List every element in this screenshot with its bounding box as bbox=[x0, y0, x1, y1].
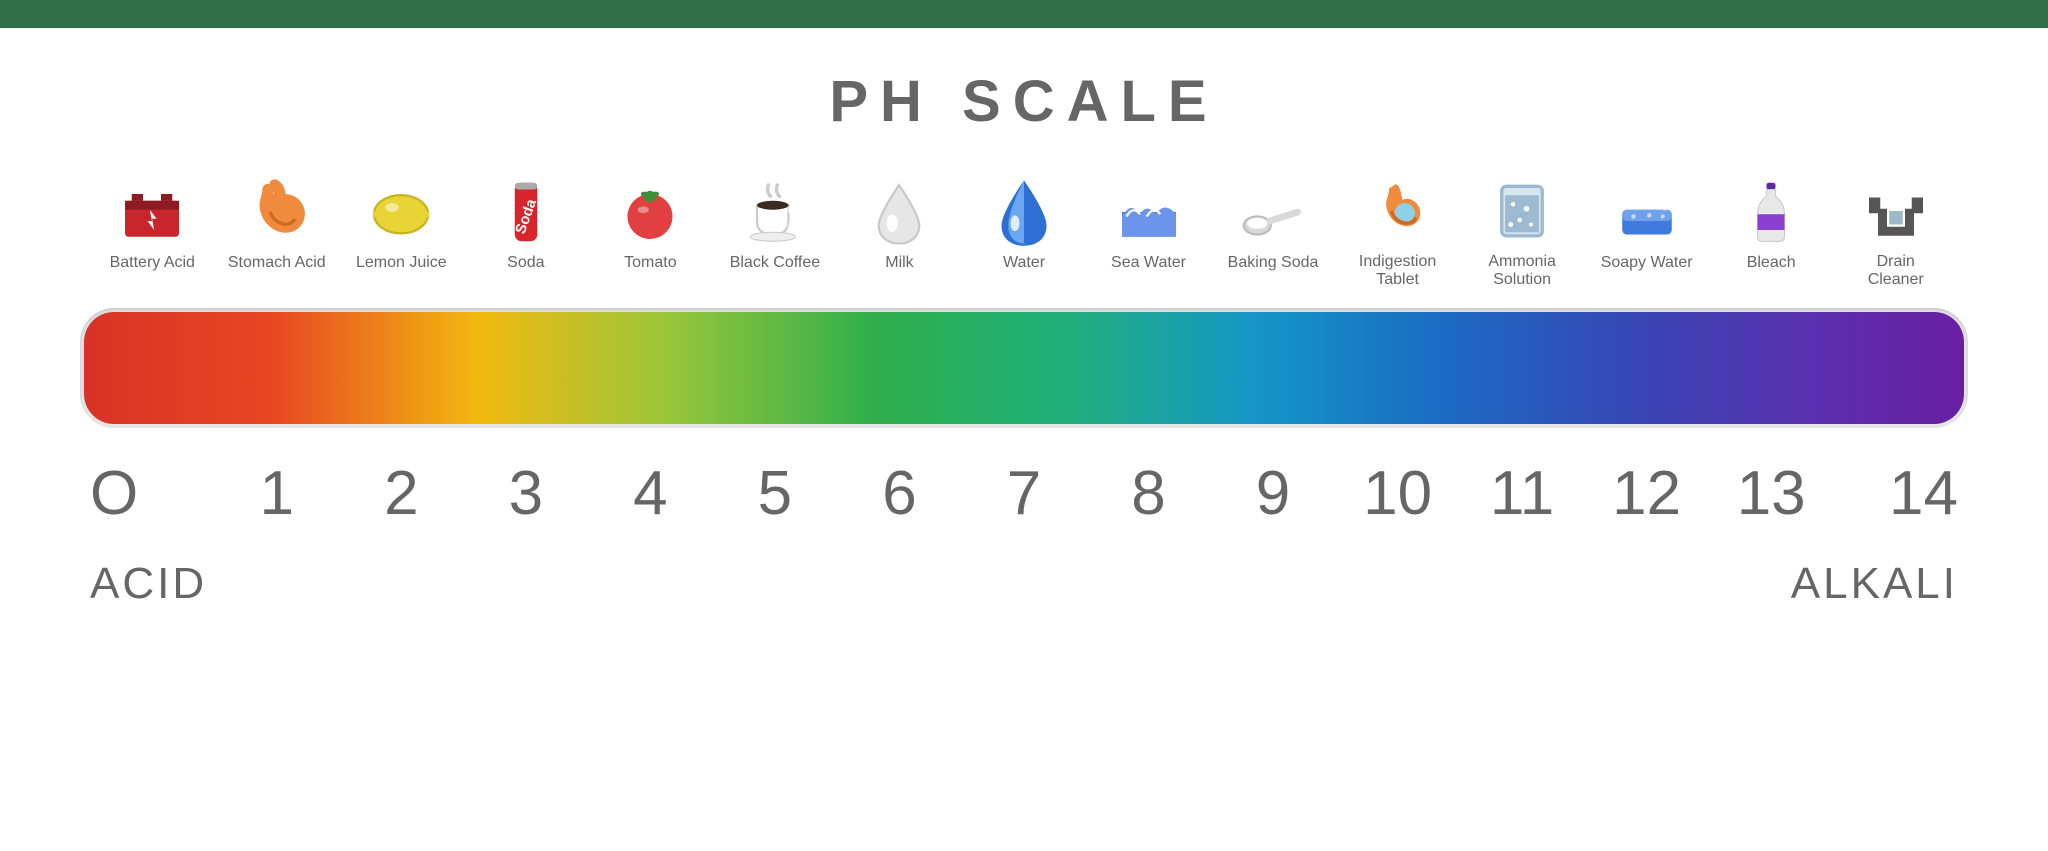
example-item-1: Stomach Acid bbox=[215, 176, 340, 290]
stomach-icon bbox=[241, 176, 313, 248]
scale-number-7: 7 bbox=[962, 458, 1087, 529]
scale-number-1: 1 bbox=[215, 458, 340, 529]
scale-number-13: 13 bbox=[1709, 458, 1834, 529]
example-label: Battery Acid bbox=[110, 254, 195, 290]
example-label: Drain Cleaner bbox=[1868, 253, 1924, 290]
scale-numbers: O1234567891011121314 bbox=[80, 458, 1968, 529]
scale-number-0: O bbox=[90, 458, 215, 529]
example-label: Bleach bbox=[1747, 254, 1796, 290]
battery-icon bbox=[116, 176, 188, 248]
alkali-label: ALKALI bbox=[1791, 559, 1958, 609]
seawave-icon bbox=[1113, 176, 1185, 248]
stomach2-icon bbox=[1362, 175, 1434, 247]
example-item-11: Ammonia Solution bbox=[1460, 175, 1585, 290]
example-item-3: Soda Soda bbox=[464, 176, 589, 290]
scale-number-2: 2 bbox=[339, 458, 464, 529]
waterdrop-icon bbox=[988, 176, 1060, 248]
example-label: Tomato bbox=[624, 254, 676, 290]
scale-number-10: 10 bbox=[1335, 458, 1460, 529]
example-item-4: Tomato bbox=[588, 176, 713, 290]
scale-number-14: 14 bbox=[1833, 458, 1958, 529]
spoon-icon bbox=[1237, 176, 1309, 248]
scale-number-3: 3 bbox=[464, 458, 589, 529]
scale-number-9: 9 bbox=[1211, 458, 1336, 529]
scale-number-4: 4 bbox=[588, 458, 713, 529]
example-label: Ammonia Solution bbox=[1488, 253, 1556, 290]
example-label: Black Coffee bbox=[730, 254, 820, 290]
scale-number-12: 12 bbox=[1584, 458, 1709, 529]
example-label: Lemon Juice bbox=[356, 254, 447, 290]
examples-row: Battery Acid Stomach Acid Lemon Juice So… bbox=[80, 175, 1968, 290]
beaker-icon bbox=[1486, 175, 1558, 247]
title: PH SCALE bbox=[80, 68, 1968, 135]
scale-number-11: 11 bbox=[1460, 458, 1585, 529]
drainpipe-icon bbox=[1860, 175, 1932, 247]
coffee-icon bbox=[739, 176, 811, 248]
example-label: Soapy Water bbox=[1601, 254, 1693, 290]
example-item-14: Drain Cleaner bbox=[1833, 175, 1958, 290]
example-label: Water bbox=[1003, 254, 1045, 290]
example-item-10: Indigestion Tablet bbox=[1335, 175, 1460, 290]
example-item-8: Sea Water bbox=[1086, 176, 1211, 290]
ph-scale-infographic: PH SCALE Battery Acid Stomach Acid Lemon… bbox=[0, 28, 2048, 851]
example-item-6: Milk bbox=[837, 176, 962, 290]
sponge-icon bbox=[1611, 176, 1683, 248]
lemon-icon bbox=[365, 176, 437, 248]
example-label: Sea Water bbox=[1111, 254, 1186, 290]
top-accent-band bbox=[0, 0, 2048, 28]
scale-number-6: 6 bbox=[837, 458, 962, 529]
example-item-12: Soapy Water bbox=[1584, 176, 1709, 290]
example-item-0: Battery Acid bbox=[90, 176, 215, 290]
tomato-icon bbox=[614, 176, 686, 248]
scale-number-5: 5 bbox=[713, 458, 838, 529]
example-item-7: Water bbox=[962, 176, 1087, 290]
milkdrop-icon bbox=[863, 176, 935, 248]
bottle-icon bbox=[1735, 176, 1807, 248]
scale-number-8: 8 bbox=[1086, 458, 1211, 529]
gradient-bar-outer bbox=[80, 308, 1968, 428]
example-label: Indigestion Tablet bbox=[1359, 253, 1436, 290]
end-labels: ACID ALKALI bbox=[80, 559, 1968, 609]
acid-label: ACID bbox=[90, 559, 207, 609]
example-item-9: Baking Soda bbox=[1211, 176, 1336, 290]
example-label: Stomach Acid bbox=[228, 254, 326, 290]
example-label: Milk bbox=[885, 254, 913, 290]
soda-icon: Soda bbox=[490, 176, 562, 248]
example-label: Soda bbox=[507, 254, 544, 290]
example-item-13: Bleach bbox=[1709, 176, 1834, 290]
example-item-2: Lemon Juice bbox=[339, 176, 464, 290]
example-label: Baking Soda bbox=[1228, 254, 1319, 290]
example-item-5: Black Coffee bbox=[713, 176, 838, 290]
gradient-bar bbox=[84, 312, 1964, 424]
